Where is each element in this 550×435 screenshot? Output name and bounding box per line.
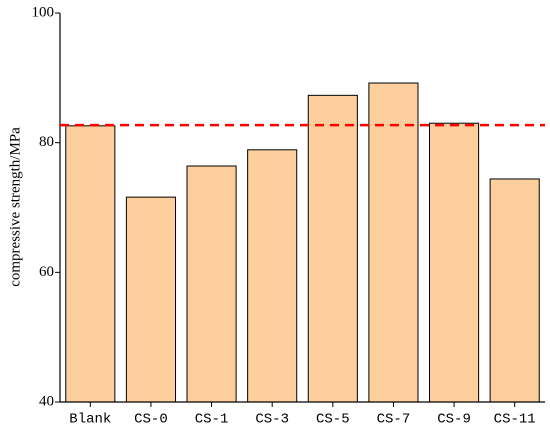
bar: [489, 178, 540, 403]
x-tick-label: CS-5: [316, 412, 350, 428]
x-tick-label: CS-11: [494, 412, 536, 428]
y-tick-label: 100: [32, 4, 55, 20]
bar: [247, 149, 298, 403]
bar: [368, 82, 419, 403]
x-tick-label: CS-3: [255, 412, 289, 428]
bar: [307, 94, 358, 403]
y-axis-label: compressive strength/MPa: [7, 127, 23, 287]
x-tick-label: CS-9: [437, 412, 471, 428]
bar: [186, 165, 237, 403]
x-tick-label: CS-0: [134, 412, 168, 428]
bar: [125, 196, 176, 403]
y-tick-label: 60: [39, 264, 54, 280]
y-tick-label: 40: [39, 393, 54, 409]
bar: [65, 125, 116, 403]
bar: [429, 122, 480, 403]
y-tick-label: 80: [39, 134, 54, 150]
x-tick-label: Blank: [69, 412, 111, 428]
x-tick-label: CS-1: [195, 412, 229, 428]
x-tick-label: CS-7: [377, 412, 411, 428]
